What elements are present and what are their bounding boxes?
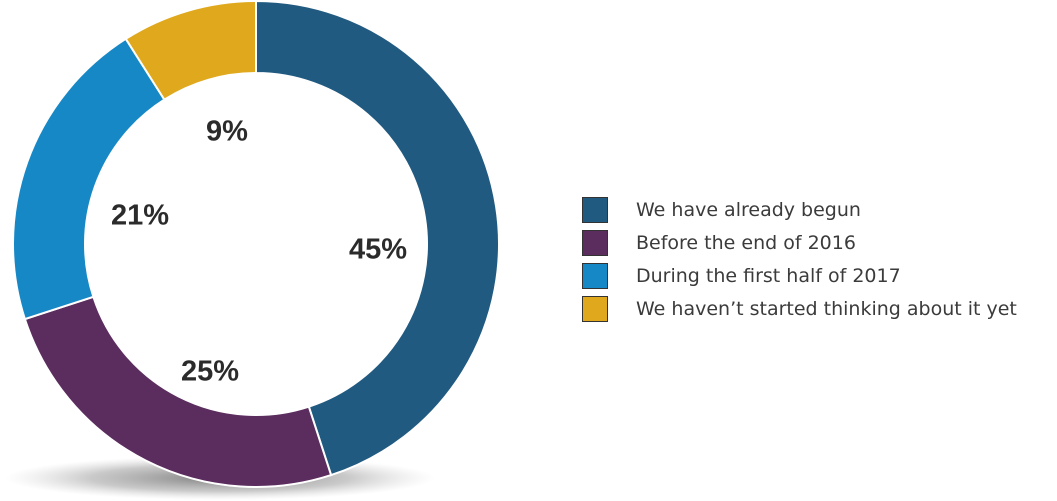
data-label-first-half-2017: 21% <box>111 200 169 232</box>
legend-item-not-started: We haven’t started thinking about it yet <box>582 292 1017 325</box>
donut-slice-already-begun <box>255 0 500 477</box>
data-label-end-of-2016: 25% <box>181 356 239 388</box>
legend-swatch <box>582 229 608 256</box>
data-label-not-started: 9% <box>206 116 248 148</box>
donut-slice-not-started <box>124 0 257 101</box>
legend: We have already begun Before the end of … <box>582 193 1017 325</box>
legend-label: During the first half of 2017 <box>636 264 901 287</box>
data-label-already-begun: 45% <box>349 234 407 266</box>
donut-chart: 45% 25% 21% 9% <box>5 0 500 500</box>
legend-label: We have already begun <box>636 198 861 221</box>
legend-item-first-half-2017: During the first half of 2017 <box>582 259 1017 292</box>
donut-slice-first-half-2017 <box>12 37 166 321</box>
legend-label: Before the end of 2016 <box>636 231 856 254</box>
legend-item-end-of-2016: Before the end of 2016 <box>582 226 1017 259</box>
legend-swatch <box>582 196 608 223</box>
legend-swatch <box>582 295 608 322</box>
legend-item-already-begun: We have already begun <box>582 193 1017 226</box>
legend-label: We haven’t started thinking about it yet <box>636 297 1017 320</box>
legend-swatch <box>582 262 608 289</box>
donut-slice-end-of-2016 <box>23 295 333 488</box>
